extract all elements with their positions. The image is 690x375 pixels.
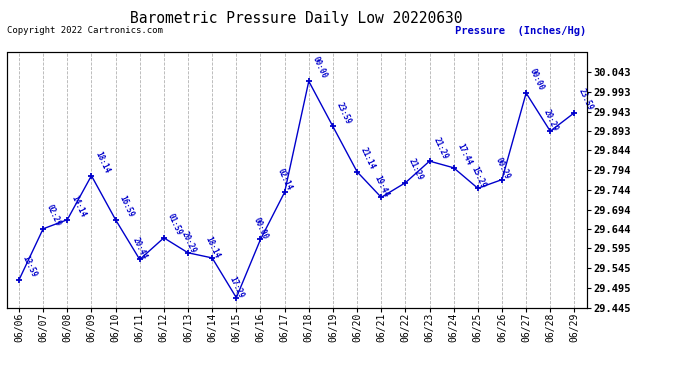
Text: 00:00: 00:00 bbox=[310, 55, 328, 80]
Text: 21:29: 21:29 bbox=[431, 135, 449, 160]
Text: 19:44: 19:44 bbox=[373, 174, 391, 199]
Text: 23:59: 23:59 bbox=[335, 101, 353, 126]
Text: 15:29: 15:29 bbox=[469, 165, 487, 190]
Text: 17:29: 17:29 bbox=[228, 275, 246, 300]
Text: 00:29: 00:29 bbox=[493, 156, 511, 181]
Text: 17:44: 17:44 bbox=[455, 142, 473, 167]
Text: 20:29: 20:29 bbox=[179, 230, 197, 254]
Text: 00:00: 00:00 bbox=[528, 67, 546, 92]
Text: Pressure  (Inches/Hg): Pressure (Inches/Hg) bbox=[455, 26, 586, 36]
Text: 02:14: 02:14 bbox=[276, 166, 294, 191]
Text: 18:14: 18:14 bbox=[93, 150, 111, 174]
Text: 14:14: 14:14 bbox=[69, 194, 87, 219]
Text: 20:44: 20:44 bbox=[131, 236, 149, 261]
Text: Barometric Pressure Daily Low 20220630: Barometric Pressure Daily Low 20220630 bbox=[130, 11, 463, 26]
Text: Copyright 2022 Cartronics.com: Copyright 2022 Cartronics.com bbox=[7, 26, 163, 35]
Text: 20:29: 20:29 bbox=[542, 108, 560, 132]
Text: 18:14: 18:14 bbox=[204, 235, 221, 260]
Text: 16:59: 16:59 bbox=[117, 194, 135, 219]
Text: 23:59: 23:59 bbox=[576, 87, 594, 112]
Text: 02:29: 02:29 bbox=[45, 203, 63, 228]
Text: 00:00: 00:00 bbox=[252, 216, 270, 241]
Text: 21:14: 21:14 bbox=[359, 146, 377, 171]
Text: 01:59: 01:59 bbox=[166, 212, 184, 237]
Text: 21:29: 21:29 bbox=[407, 157, 425, 182]
Text: 13:59: 13:59 bbox=[21, 254, 39, 279]
